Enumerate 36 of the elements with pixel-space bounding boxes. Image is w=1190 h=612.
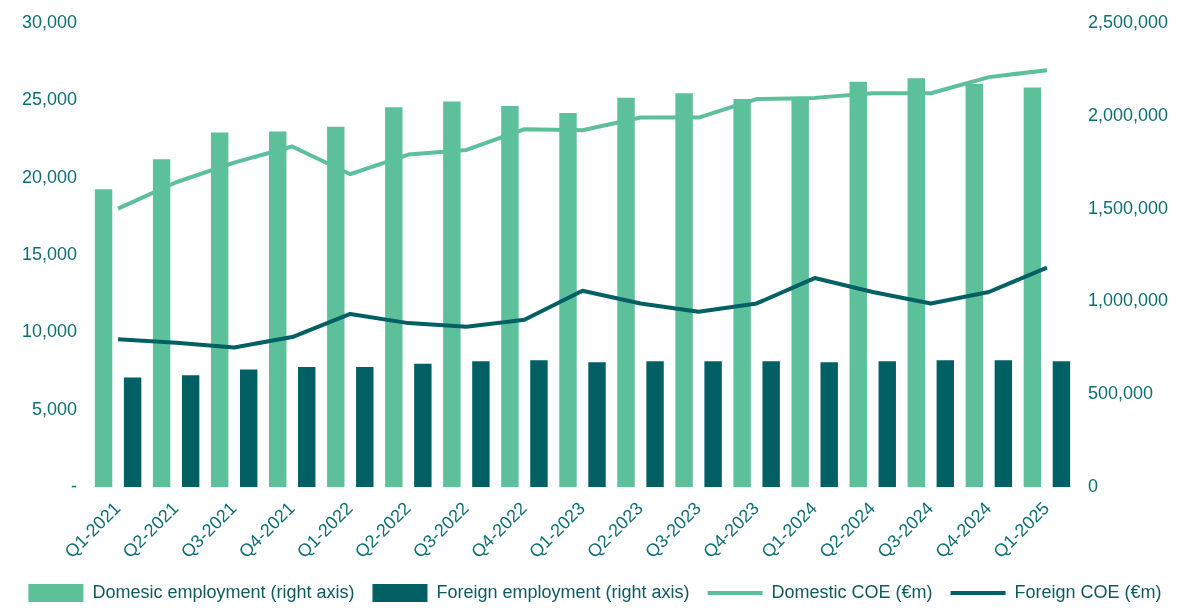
y2-tick-label: 1,500,000 [1087, 197, 1168, 218]
bar [181, 375, 200, 488]
bar [356, 367, 374, 488]
bar [298, 367, 316, 488]
y-tick-label: 20,000 [21, 166, 78, 187]
bar [1052, 361, 1071, 488]
bar [239, 369, 258, 488]
y-tick-label: 10,000 [21, 321, 78, 342]
y2-tick-label: 2,500,000 [1087, 11, 1168, 32]
bar [588, 362, 606, 488]
bar [94, 189, 113, 488]
bar [936, 360, 955, 488]
y2-tick-label: 1,000,000 [1087, 290, 1168, 311]
bar [704, 361, 722, 488]
y-tick-label: 30,000 [21, 11, 78, 32]
bar [123, 377, 142, 488]
bar [472, 361, 490, 488]
bar [762, 361, 780, 488]
bar [878, 361, 896, 488]
y-tick-label: 15,000 [21, 243, 78, 264]
legend-label: Domesic employment (right axis) [92, 581, 355, 602]
y2-tick-label: 500,000 [1087, 383, 1153, 404]
y2-tick-label: 2,000,000 [1087, 104, 1168, 125]
bar [994, 360, 1013, 488]
legend-label: Foreign COE (€m) [1014, 581, 1162, 602]
bar [530, 360, 548, 488]
bar [1023, 87, 1042, 488]
y-tick-label: - [71, 476, 78, 497]
y-tick-label: 25,000 [21, 89, 78, 110]
y-tick-label: 5,000 [32, 398, 78, 419]
legend-label: Foreign employment (right axis) [436, 581, 690, 602]
y2-tick-label: 0 [1087, 476, 1098, 497]
bar [646, 361, 664, 488]
bar [820, 362, 838, 488]
legend-label: Domestic COE (€m) [771, 581, 933, 602]
bar [414, 363, 432, 488]
